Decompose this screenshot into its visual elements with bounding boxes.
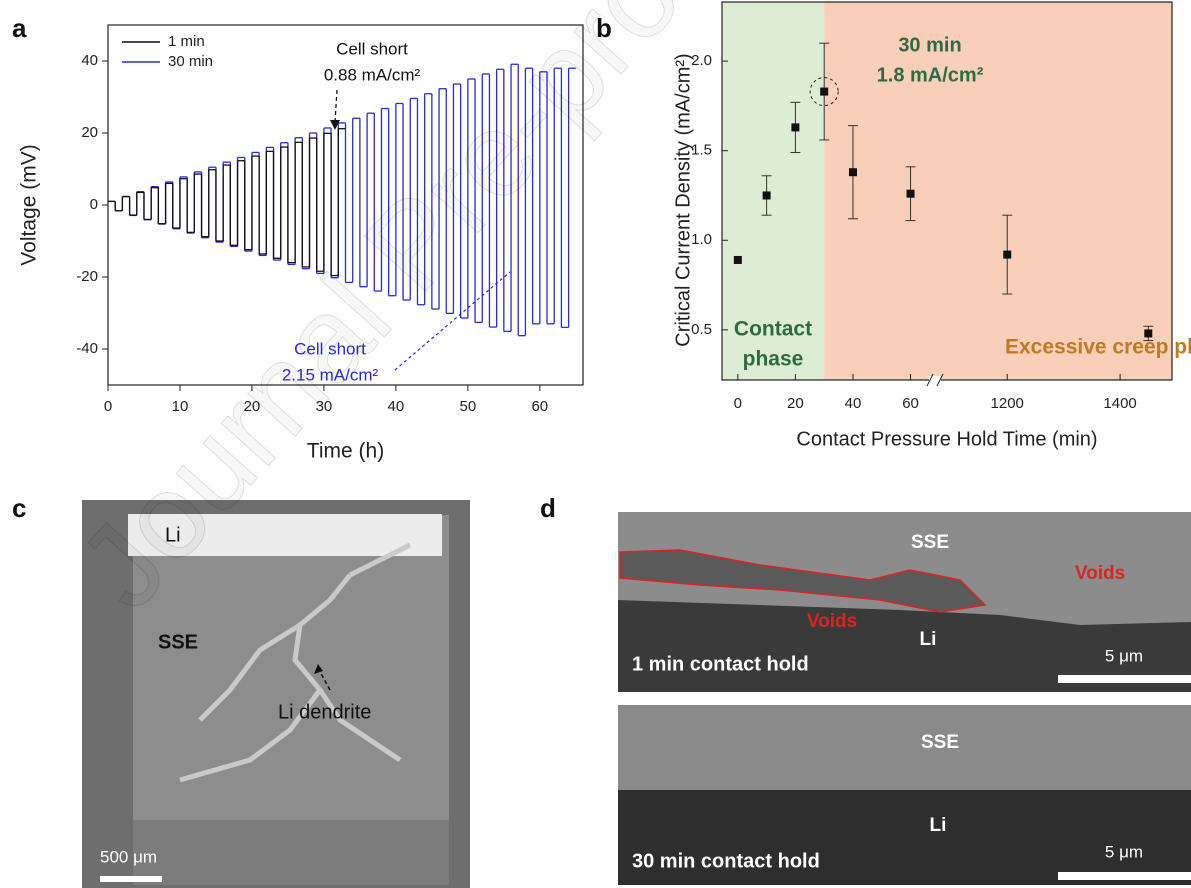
x-axis-label: Contact Pressure Hold Time (min) (796, 428, 1097, 450)
data-point (820, 87, 829, 96)
series (108, 128, 346, 277)
panel-c-image: Li SSE Li dendrite 500 μm (82, 500, 470, 888)
image-label: Li (930, 815, 947, 836)
panel-d-image-bottom: SSE Li 30 min contact hold 5 μm (618, 705, 1191, 885)
image-label: Voids (807, 611, 857, 632)
arrow-head (314, 664, 323, 674)
sample-lower (133, 820, 449, 885)
y-tick-label: 0.5 (691, 321, 712, 338)
scale-bar-label: 5 μm (1105, 646, 1143, 665)
panel-label: a (12, 13, 27, 43)
highlight-circle (809, 77, 839, 107)
data-point (1144, 329, 1153, 338)
scale-bar-label: 5 μm (1105, 842, 1143, 861)
x-tick-label: 0 (104, 398, 112, 415)
arrow-head (330, 120, 340, 130)
annotation: 2.15 mA/cm² (282, 365, 379, 384)
image-label: Li dendrite (278, 701, 371, 723)
break-gap (929, 376, 941, 384)
y-tick-label: 2.0 (691, 52, 712, 69)
annotation: 30 min (898, 34, 961, 56)
panel-label: b (596, 13, 612, 43)
phase-region (722, 2, 825, 380)
image-caption: 30 min contact hold (632, 850, 820, 872)
y-tick-label: 1.5 (691, 142, 712, 159)
image-label: SSE (921, 732, 959, 753)
data-point (733, 255, 742, 264)
arrow (334, 89, 338, 123)
x-tick-label: 0 (734, 395, 742, 412)
legend-label: 30 min (168, 53, 213, 70)
annotation: Cell short (336, 39, 408, 58)
x-tick-label: 60 (531, 398, 548, 415)
void-outline (619, 549, 987, 613)
image-label: SSE (158, 631, 198, 653)
scale-bar (100, 876, 162, 882)
y-tick-label: -40 (76, 340, 98, 357)
y-tick-label: 0 (90, 196, 98, 213)
data-point (791, 123, 800, 132)
y-tick-label: 40 (81, 52, 98, 69)
annotation: 0.88 mA/cm² (324, 65, 421, 84)
x-tick-label: 40 (845, 395, 862, 412)
image-caption: 1 min contact hold (632, 653, 809, 675)
scale-bar (1058, 675, 1191, 683)
plot-frame (721, 1, 1173, 381)
y-tick-label: 1.0 (691, 231, 712, 248)
image-label: SSE (911, 532, 949, 553)
x-tick-label: 1400 (1103, 395, 1136, 412)
x-tick-label: 20 (787, 395, 804, 412)
image-label: Li (920, 629, 937, 650)
data-point (762, 191, 771, 200)
li-region (618, 790, 1191, 885)
data-point (1003, 250, 1012, 259)
annotation: Cell short (294, 339, 366, 358)
li-layer (128, 514, 442, 556)
region-label: Contact (734, 318, 812, 341)
axis-break (926, 373, 934, 387)
x-tick-label: 1200 (991, 395, 1024, 412)
region-label: phase (743, 348, 804, 371)
panel-label: d (540, 493, 556, 523)
panel-d-image-top: SSE Voids Voids Li 1 min contact hold 5 … (618, 512, 1191, 692)
x-tick-label: 60 (902, 395, 919, 412)
x-tick-label: 20 (244, 398, 261, 415)
annotation: 1.8 mA/cm² (877, 64, 984, 86)
axis-break (936, 373, 944, 387)
image-label: Li (165, 524, 181, 546)
y-axis-label: Critical Current Density (mA/cm²) (672, 53, 694, 346)
data-point (906, 189, 915, 198)
y-tick-label: -20 (76, 268, 98, 285)
x-axis-label: Time (h) (307, 440, 384, 463)
image-label: Voids (1075, 563, 1125, 584)
x-tick-label: 10 (172, 398, 189, 415)
y-axis-label: Voltage (mV) (18, 144, 41, 265)
arrow (394, 271, 511, 371)
region-label: Excessive creep phase (1005, 336, 1191, 359)
panel-label: c (12, 493, 26, 523)
x-tick-label: 50 (460, 398, 477, 415)
y-tick-label: 20 (81, 124, 98, 141)
scale-bar-label: 500 μm (100, 847, 157, 866)
data-point (848, 168, 857, 177)
legend-label: 1 min (168, 33, 205, 50)
dendrite (179, 542, 412, 783)
x-tick-label: 40 (388, 398, 405, 415)
phase-region (824, 2, 1172, 380)
scale-bar (1058, 872, 1191, 880)
li-region (618, 600, 1191, 692)
x-tick-label: 30 (316, 398, 333, 415)
